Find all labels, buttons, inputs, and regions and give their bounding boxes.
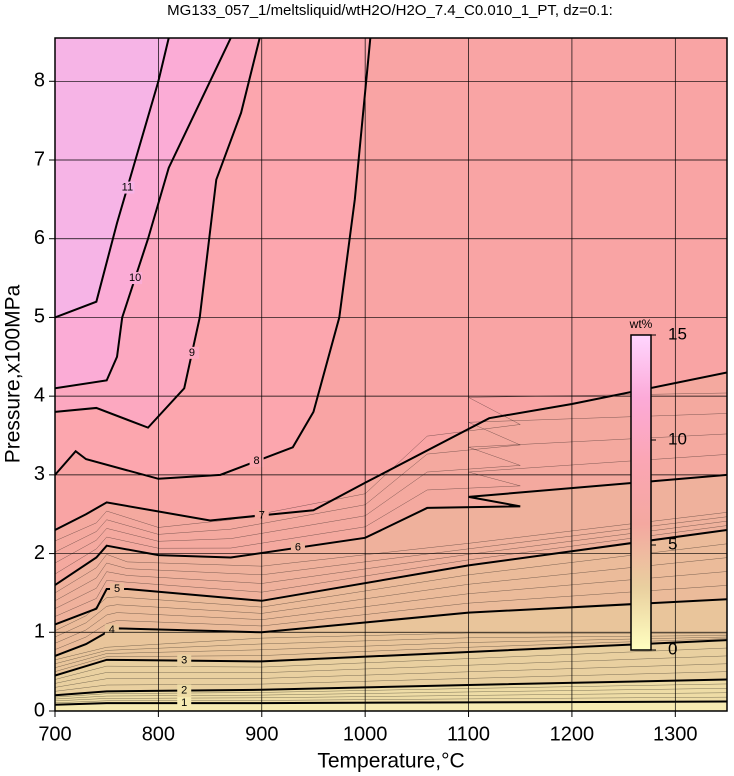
colorbar (630, 334, 652, 651)
y-tick-label: 6 (34, 227, 45, 249)
contour-label: 8 (254, 455, 260, 467)
contour-label-bg (120, 181, 135, 194)
minor-contour (55, 413, 727, 553)
contour-label: 9 (189, 347, 195, 359)
contour-label: 10 (129, 272, 141, 284)
y-tick-label: 4 (34, 384, 45, 406)
x-tick-label: 1200 (550, 723, 595, 745)
x-tick-label: 1000 (343, 723, 388, 745)
contour-label: 5 (114, 583, 120, 595)
colorbar-tick-label: 0 (668, 639, 677, 658)
contour-label-bg (184, 346, 199, 359)
x-tick-label: 1300 (653, 723, 698, 745)
contour-label-bg (177, 697, 192, 710)
contour-label: 6 (295, 542, 301, 554)
y-tick-label: 5 (34, 306, 45, 328)
y-axis-label: Pressure,x100MPa (2, 284, 25, 463)
contour-label-bg (177, 684, 192, 697)
minor-contour (55, 454, 727, 575)
contour-label-bg (290, 541, 305, 554)
contour-fill (55, 38, 169, 318)
x-tick-label: 900 (245, 723, 278, 745)
y-tick-label: 3 (34, 463, 45, 485)
contour-line (55, 371, 727, 531)
contour-label: 3 (181, 655, 187, 667)
contour-label: 11 (122, 181, 133, 193)
contour-label-bg (104, 624, 119, 637)
colorbar-tick-label: 5 (668, 534, 677, 553)
contour-label: 1 (181, 697, 187, 709)
x-tick-label: 700 (38, 723, 71, 745)
y-tick-label: 8 (34, 70, 45, 92)
minor-contour (55, 392, 727, 542)
y-tick-label: 1 (34, 621, 45, 643)
colorbar-label: wt% (629, 317, 653, 331)
contour-label-bg (249, 455, 264, 468)
colorbar-tick-label: 10 (668, 429, 687, 448)
y-tick-label: 2 (34, 542, 45, 564)
contour-label: 4 (109, 624, 115, 636)
plot-frame (54, 37, 728, 712)
chart-title: MG133_057_1/meltsliquid/wtH2O/H2O_7.4_C0… (167, 2, 613, 19)
minor-contour (55, 433, 727, 564)
y-tick-label: 0 (34, 699, 45, 721)
colorbar-tick-label: 15 (668, 324, 687, 343)
contour-label-bg (177, 654, 192, 667)
contour-label-bg (128, 272, 143, 285)
x-tick-label: 800 (142, 723, 175, 745)
y-tick-label: 7 (34, 148, 45, 170)
x-axis-label: Temperature,°C (317, 750, 464, 773)
x-tick-label: 1100 (447, 723, 490, 745)
contour-label-bg (110, 582, 125, 595)
contour-label: 2 (181, 684, 187, 696)
